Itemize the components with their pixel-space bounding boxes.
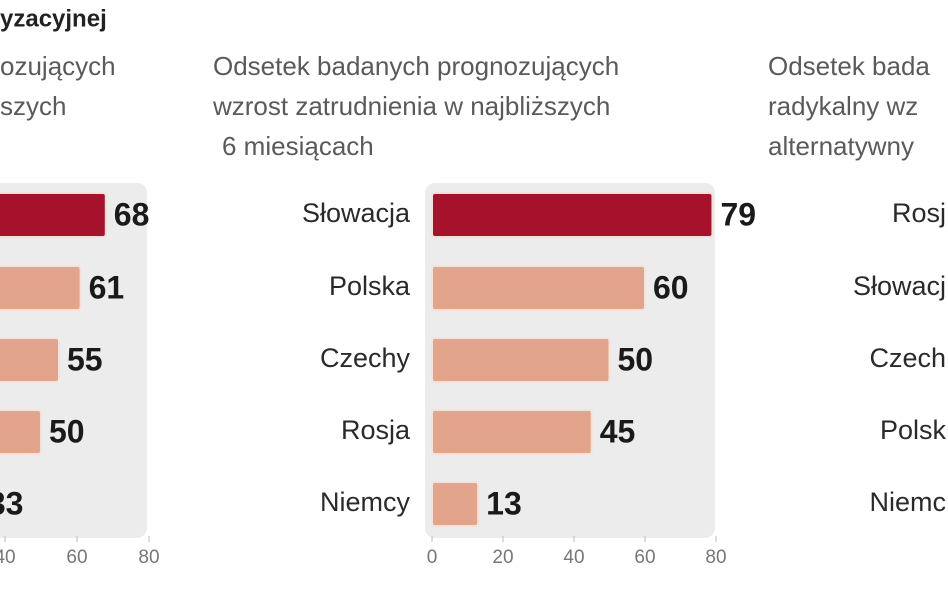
x-tick-label: 60 <box>66 547 87 568</box>
chart-subtitle: Odsetek badanych prognozujących <box>213 51 619 81</box>
value-label: 45 <box>600 413 636 449</box>
value-label: 50 <box>618 341 654 377</box>
bar <box>0 265 82 311</box>
category-label: Rosja <box>341 415 411 445</box>
bar <box>0 192 107 238</box>
x-tick-label: 60 <box>634 547 655 568</box>
chart-subtitle: Odsetek bada <box>768 51 930 81</box>
value-label: 61 <box>89 269 125 305</box>
bar <box>0 409 42 455</box>
chart-subtitle: 6 miesiącach <box>222 131 374 161</box>
category-label: Czechy <box>320 343 411 373</box>
value-label: 55 <box>67 341 103 377</box>
category-label: Polsk <box>880 415 947 445</box>
x-tick-label: 80 <box>705 547 726 568</box>
bar <box>431 265 646 311</box>
value-label: 79 <box>720 196 756 232</box>
chart-subtitle: szych <box>0 91 66 121</box>
x-tick-label: 40 <box>563 547 584 568</box>
category-label: Rosj <box>892 198 946 228</box>
bar <box>0 337 60 383</box>
x-tick-label: 20 <box>492 547 513 568</box>
value-label: 68 <box>114 196 150 232</box>
x-tick-label: 40 <box>0 547 16 568</box>
value-label: 33 <box>0 485 23 521</box>
x-tick-label: 0 <box>427 547 438 568</box>
value-label: 60 <box>653 269 689 305</box>
chart-subtitle: wzrost zatrudnienia w najbliższych <box>212 91 610 121</box>
chart-subtitle: radykalny wz <box>768 91 918 121</box>
category-label: Czech <box>869 343 946 373</box>
category-label: Słowacj <box>853 271 946 301</box>
bar <box>431 337 611 383</box>
chart-subtitle: ozujących <box>0 51 116 81</box>
bar <box>431 409 593 455</box>
bar <box>431 481 480 527</box>
category-label: Niemcy <box>320 487 411 517</box>
category-label: Polska <box>329 271 411 301</box>
chart-subtitle: alternatywny <box>768 131 914 161</box>
value-label: 50 <box>49 413 85 449</box>
value-label: 13 <box>486 485 522 521</box>
category-label: Niemc <box>869 487 946 517</box>
category-label: Słowacja <box>302 198 411 228</box>
bar <box>431 192 714 238</box>
x-tick-label: 80 <box>138 547 159 568</box>
chart-title: yzacyjnej <box>0 5 107 32</box>
